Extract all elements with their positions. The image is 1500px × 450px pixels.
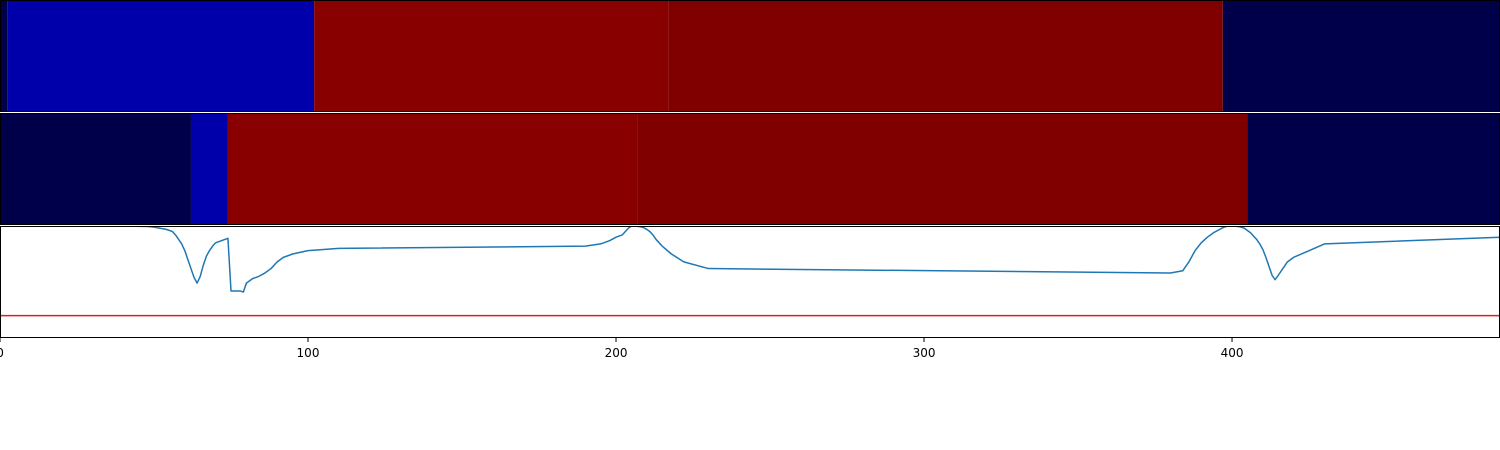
- x-tick-label: 400: [1221, 346, 1244, 360]
- heatmap-band-2-segment-3: [227, 113, 638, 225]
- heatmap-band-2-segment-5: [1247, 113, 1500, 225]
- line-panel-background: [0, 226, 1500, 338]
- heatmap-band-1-segment-3: [314, 0, 669, 112]
- heatmap-band-1-segment-4: [668, 0, 1223, 112]
- heatmap-band-2-segment-2: [190, 113, 228, 225]
- x-tick-label: 100: [297, 346, 320, 360]
- heatmap-band-2-segment-4: [637, 113, 1248, 225]
- heatmap-band-1-segment-5: [1222, 0, 1500, 112]
- x-tick-label: 200: [605, 346, 628, 360]
- x-tick-label: 300: [913, 346, 936, 360]
- series-line: [0, 225, 1500, 293]
- heatmap-band-1-segment-2: [7, 0, 315, 112]
- heatmap-band-2-segment-1: [0, 113, 191, 225]
- heatmap-band-1-segment-1: [0, 0, 8, 112]
- x-tick-label: 0: [0, 346, 4, 360]
